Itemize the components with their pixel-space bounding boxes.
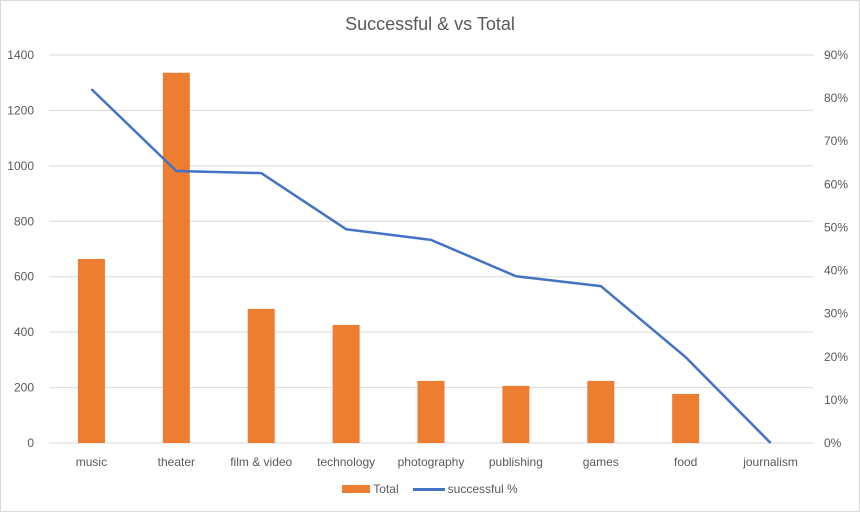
legend-label-total: Total	[373, 482, 399, 496]
bar-photography	[417, 380, 445, 443]
successful-percent-line	[90, 88, 772, 444]
category-label: technology	[317, 455, 375, 469]
chart-legend: Total successful %	[0, 482, 860, 496]
category-label: journalism	[742, 455, 798, 469]
right-axis-tick: 70%	[824, 134, 848, 148]
bar-food	[672, 393, 700, 443]
left-axis-tick: 600	[14, 270, 34, 284]
right-axis-tick: 40%	[824, 264, 848, 278]
right-axis-tick: 10%	[824, 393, 848, 407]
right-axis-tick: 80%	[824, 91, 848, 105]
category-label: film & video	[230, 455, 292, 469]
legend-label-successful: successful %	[447, 482, 518, 496]
bar-swatch-icon	[342, 485, 371, 493]
line-swatch-icon	[412, 487, 445, 491]
left-axis-tick: 400	[14, 325, 34, 339]
legend-item-total: Total	[342, 482, 399, 496]
right-axis-tick: 30%	[824, 307, 848, 321]
chart-title: Successful & vs Total	[345, 14, 515, 34]
bar-film-video	[247, 308, 275, 443]
legend-item-successful: successful %	[412, 482, 518, 496]
right-axis-tick: 60%	[824, 177, 848, 191]
category-label: theater	[158, 455, 195, 469]
bar-technology	[332, 324, 360, 443]
left-axis-tick: 200	[14, 381, 34, 395]
right-axis-tick: 20%	[824, 350, 848, 364]
bar-games	[587, 380, 615, 443]
category-label: publishing	[489, 455, 543, 469]
right-axis-tick: 0%	[824, 436, 842, 450]
bar-theater	[162, 72, 190, 443]
bar-publishing	[502, 385, 530, 443]
category-label: photography	[398, 455, 465, 469]
left-axis-tick: 1200	[7, 103, 34, 117]
left-axis-tick: 1000	[7, 159, 34, 173]
left-axis-tick: 1400	[7, 48, 34, 62]
bar-music	[77, 258, 105, 443]
left-axis-tick: 800	[14, 214, 34, 228]
category-label: music	[76, 455, 107, 469]
right-axis-tick: 90%	[824, 48, 848, 62]
left-axis-tick: 0	[27, 436, 34, 450]
category-label: games	[583, 455, 619, 469]
category-label: food	[674, 455, 697, 469]
right-axis-tick: 50%	[824, 220, 848, 234]
